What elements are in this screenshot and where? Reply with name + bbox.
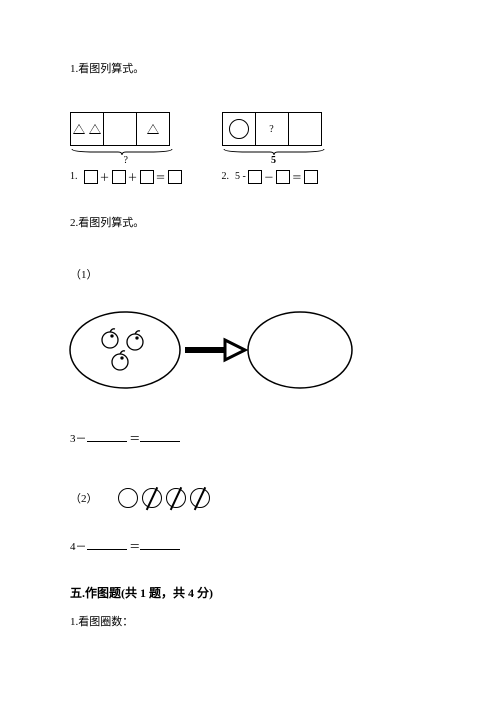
q2-title: 2.看图列算式。 bbox=[70, 214, 440, 230]
eq-text: ＝ bbox=[129, 541, 140, 553]
q2-p1-num: （1） bbox=[70, 266, 440, 282]
apples-diagram bbox=[60, 300, 360, 400]
q1-fig1-num: 1. bbox=[70, 171, 78, 182]
brace-icon bbox=[70, 148, 182, 156]
brace-icon bbox=[222, 148, 326, 156]
answer-blank[interactable] bbox=[87, 430, 127, 442]
q1-fig2-box2: ? bbox=[255, 112, 289, 146]
q1-fig2-equation: 2. 5 - － ＝ bbox=[222, 169, 326, 184]
answer-box[interactable] bbox=[84, 170, 98, 184]
eq-text: ＝ bbox=[129, 433, 140, 445]
answer-box[interactable] bbox=[112, 170, 126, 184]
op-plus: ＋ bbox=[100, 169, 110, 184]
q1-fig1-box3 bbox=[136, 112, 170, 146]
q1-fig1-boxes bbox=[70, 112, 182, 146]
op-eq: ＝ bbox=[292, 169, 302, 184]
q1-fig2-qmark: ? bbox=[269, 124, 273, 135]
triangle-icon bbox=[89, 124, 101, 134]
circles-diagram bbox=[118, 488, 210, 508]
triangle-icon bbox=[73, 124, 85, 134]
q2-p1-equation: 3－ ＝ bbox=[70, 430, 440, 446]
q1-fig1-box2 bbox=[103, 112, 137, 146]
q1-fig1: ? 1. ＋ ＋ ＝ bbox=[70, 112, 182, 184]
eq-lead: 5 - bbox=[235, 171, 246, 182]
circle-slashed-icon bbox=[190, 488, 210, 508]
answer-blank[interactable] bbox=[140, 430, 180, 442]
op-minus: － bbox=[264, 169, 274, 184]
eq-text: 4－ bbox=[70, 541, 87, 553]
q1-fig1-qmark: ? bbox=[70, 155, 182, 166]
answer-box[interactable] bbox=[248, 170, 262, 184]
op-plus: ＋ bbox=[128, 169, 138, 184]
circle-slashed-icon bbox=[142, 488, 162, 508]
eq-text: 3－ bbox=[70, 433, 87, 445]
q1-figures-row: ? 1. ＋ ＋ ＝ ? 5 2. bbox=[70, 112, 440, 184]
circle-icon bbox=[229, 119, 249, 139]
q2-p2-num: （2） bbox=[70, 490, 98, 506]
section5-title: 五.作图题(共 1 题，共 4 分) bbox=[70, 584, 440, 601]
q1-fig2-boxes: ? bbox=[222, 112, 326, 146]
q1-title: 1.看图列算式。 bbox=[70, 60, 440, 76]
q2-p2-row: （2） bbox=[70, 488, 440, 508]
q1-fig2-num: 2. bbox=[222, 171, 230, 182]
q2-p2-equation: 4－ ＝ bbox=[70, 538, 440, 554]
answer-blank[interactable] bbox=[140, 538, 180, 550]
answer-box[interactable] bbox=[304, 170, 318, 184]
circle-icon bbox=[118, 488, 138, 508]
q1-fig2-box1 bbox=[222, 112, 256, 146]
circle-slashed-icon bbox=[166, 488, 186, 508]
sec5-q1: 1.看图圈数： bbox=[70, 613, 440, 629]
q1-fig1-equation: 1. ＋ ＋ ＝ bbox=[70, 169, 182, 184]
op-eq: ＝ bbox=[156, 169, 166, 184]
triangle-icon bbox=[147, 124, 159, 134]
q1-fig2: ? 5 2. 5 - － ＝ bbox=[222, 112, 326, 184]
q1-fig2-brace-label: 5 bbox=[222, 155, 326, 166]
answer-box[interactable] bbox=[168, 170, 182, 184]
q1-fig2-box3 bbox=[288, 112, 322, 146]
q1-fig1-box1 bbox=[70, 112, 104, 146]
answer-blank[interactable] bbox=[87, 538, 127, 550]
answer-box[interactable] bbox=[140, 170, 154, 184]
answer-box[interactable] bbox=[276, 170, 290, 184]
